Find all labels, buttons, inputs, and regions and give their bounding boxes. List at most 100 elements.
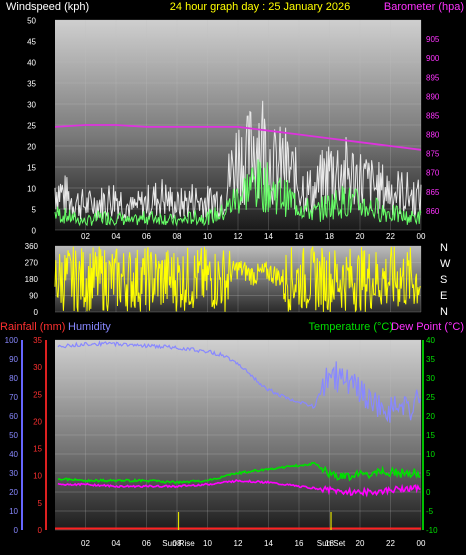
direction-series (54, 246, 421, 313)
rainfall-y-tick: 20 (33, 417, 42, 426)
wind-y-tick: 20 (27, 143, 36, 152)
wind-x-tick: 14 (264, 232, 273, 241)
temperature-y-tick: 15 (426, 431, 435, 440)
wind-x-tick: 16 (295, 232, 304, 241)
rainfall-y-tick: 35 (33, 336, 42, 345)
baro-y-tick: 870 (426, 169, 440, 178)
temp-x-tick: 12 (234, 539, 243, 548)
wind-y-tick: 50 (27, 17, 36, 26)
rainfall-axis-title: Rainfall (mm) (0, 321, 65, 333)
humidity-y-tick: 70 (9, 393, 18, 402)
wind-grid (55, 19, 422, 231)
compass-label: W (440, 258, 451, 270)
temp-grid (55, 339, 422, 531)
wind-x-axis: 02 04 06 08 10 12 14 16 18 20 22 00 (81, 232, 426, 241)
sun-markers: Sun Rise Sun Set (162, 512, 346, 548)
wind-y-tick: 45 (27, 38, 36, 47)
direction-line (54, 246, 421, 313)
humidity-y-tick: 90 (9, 355, 18, 364)
baro-y-tick: 875 (426, 150, 440, 159)
wind-y-tick: 10 (27, 185, 36, 194)
wind-x-tick: 12 (234, 232, 243, 241)
rainfall-y-tick: 0 (38, 526, 43, 535)
wind-y-tick: 25 (27, 122, 36, 131)
temp-x-tick: 00 (417, 539, 426, 548)
compass-label: S (440, 274, 447, 286)
temp-x-tick: 18 (325, 539, 334, 548)
temperature-y-tick: 40 (426, 336, 435, 345)
temperature-y-tick: 35 (426, 355, 435, 364)
humidity-y-tick: 50 (9, 431, 18, 440)
temperature-y-axis: -10 -5 0 5 10 15 20 25 30 35 40 (422, 336, 438, 535)
humidity-y-tick: 30 (9, 469, 18, 478)
humidity-y-tick: 20 (9, 488, 18, 497)
temperature-y-tick: -5 (426, 507, 434, 516)
wind-x-tick: 08 (173, 232, 182, 241)
direction-y-axis: 0 90 180 270 360 (25, 242, 39, 317)
compass-label: E (440, 290, 447, 302)
temp-x-tick: 16 (295, 539, 304, 548)
wind-x-tick: 20 (356, 232, 365, 241)
wind-y-tick: 35 (27, 80, 36, 89)
wind-y-tick: 30 (27, 101, 36, 110)
humidity-y-tick: 40 (9, 450, 18, 459)
dewpoint-line (57, 478, 421, 498)
rainfall-y-tick: 25 (33, 390, 42, 399)
baro-y-tick: 900 (426, 54, 440, 63)
wind-y-tick: 0 (32, 227, 37, 236)
wind-x-tick: 00 (417, 232, 426, 241)
humidity-y-tick: 80 (9, 374, 18, 383)
barometer-y-axis: 860 865 870 875 880 885 890 895 900 905 (426, 35, 440, 216)
temp-x-tick: 08 (173, 539, 182, 548)
baro-y-tick: 895 (426, 73, 440, 82)
wind-series (54, 100, 422, 227)
sunset-label: Sun Set (317, 539, 346, 548)
wind-y-tick: 5 (32, 206, 37, 215)
temp-x-tick: 20 (356, 539, 365, 548)
baro-y-tick: 905 (426, 35, 440, 44)
temp-x-tick: 06 (142, 539, 151, 548)
barometer-axis-title: Barometer (hpa) (384, 1, 464, 13)
temperature-y-tick: 10 (426, 450, 435, 459)
baro-y-tick: 880 (426, 131, 440, 140)
humidity-y-axis: 0 10 20 30 40 50 60 70 80 90 100 (5, 336, 23, 535)
sunrise-label: Sun Rise (162, 539, 195, 548)
baro-y-tick: 860 (426, 207, 440, 216)
humidity-axis-title: Humidity (68, 321, 111, 333)
direction-y-tick: 270 (25, 259, 39, 268)
baro-y-tick: 865 (426, 188, 440, 197)
temperature-y-tick: -10 (426, 526, 438, 535)
direction-y-tick: 180 (25, 275, 39, 284)
humidity-y-tick: 60 (9, 412, 18, 421)
rainfall-y-tick: 30 (33, 363, 42, 372)
temperature-y-tick: 30 (426, 374, 435, 383)
wind-x-tick: 10 (203, 232, 212, 241)
temp-x-tick: 04 (112, 539, 121, 548)
wind-y-tick: 15 (27, 164, 36, 173)
barometer-line (54, 124, 422, 151)
rainfall-y-tick: 10 (33, 472, 42, 481)
wind-x-tick: 22 (386, 232, 395, 241)
compass-label: N (440, 306, 448, 318)
temperature-line (57, 461, 421, 485)
temp-x-tick: 22 (386, 539, 395, 548)
wind-x-tick: 18 (325, 232, 334, 241)
temperature-y-tick: 5 (426, 469, 431, 478)
humidity-y-tick: 100 (5, 336, 19, 345)
wind-x-tick: 04 (112, 232, 121, 241)
temp-x-tick: 14 (264, 539, 273, 548)
temp-x-tick: 02 (81, 539, 90, 548)
temp-series (55, 340, 421, 530)
average-wind-line (54, 159, 422, 227)
chart-title: 24 hour graph day : 25 January 2026 (170, 1, 350, 13)
temp-x-tick: 10 (203, 539, 212, 548)
temperature-y-tick: 25 (426, 393, 435, 402)
humidity-line (57, 340, 421, 423)
wind-y-tick: 40 (27, 59, 36, 68)
direction-y-tick: 360 (25, 242, 39, 251)
temperature-y-tick: 20 (426, 412, 435, 421)
temperature-axis-title: Temperature (°C) (309, 321, 393, 333)
baro-y-tick: 885 (426, 111, 440, 120)
